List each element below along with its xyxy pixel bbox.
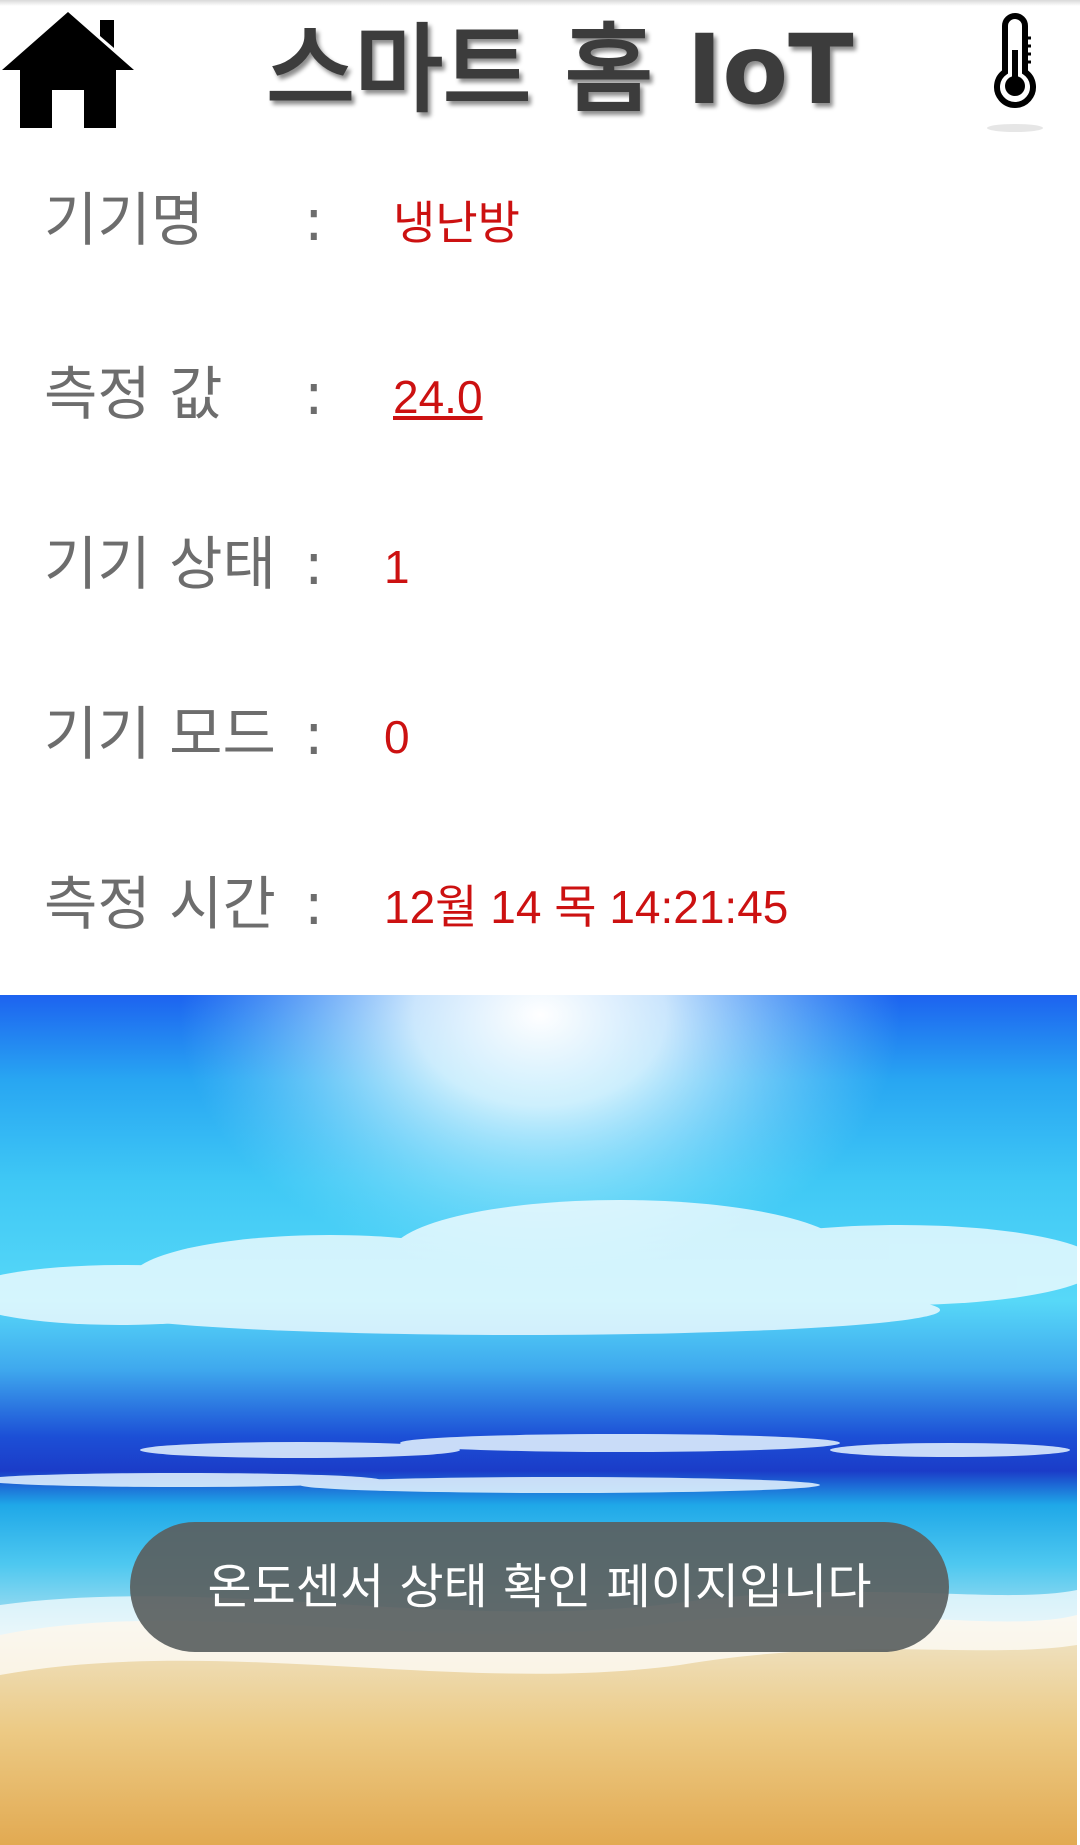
device-info: 기기명 : 냉난방 측정 값 : 24.0 기기 상태 : 1 기기 모드 : … (0, 140, 1080, 995)
device-mode-value: 0 (384, 711, 410, 763)
separator-colon: : (304, 530, 324, 598)
header: 스마트 홈 IoT (0, 0, 1080, 140)
info-row-measured-time: 측정 시간 : 12월 14 목 14:21:45 (0, 844, 1080, 964)
measured-value-label: 측정 값 (44, 360, 223, 428)
separator-colon: : (304, 186, 324, 254)
info-row-device-name: 기기명 : 냉난방 (0, 160, 1080, 280)
device-status-label: 기기 상태 (44, 530, 276, 598)
toast-message: 온도센서 상태 확인 페이지입니다 (130, 1522, 949, 1652)
device-name-label: 기기명 (44, 186, 205, 254)
info-row-measured-value: 측정 값 : 24.0 (0, 334, 1080, 454)
measured-value[interactable]: 24.0 (393, 371, 483, 423)
beach-image (0, 995, 1077, 1845)
measured-time-value: 12월 14 목 14:21:45 (384, 881, 789, 933)
info-row-device-status: 기기 상태 : 1 (0, 504, 1080, 624)
device-status-value: 1 (384, 541, 410, 593)
info-row-device-mode: 기기 모드 : 0 (0, 674, 1080, 794)
separator-colon: : (304, 360, 324, 428)
separator-colon: : (304, 870, 324, 938)
device-mode-label: 기기 모드 (44, 700, 276, 768)
app-title: 스마트 홈 IoT (266, 14, 854, 126)
thermometer-icon[interactable] (955, 10, 1075, 135)
device-name-value: 냉난방 (393, 197, 520, 249)
status-bar-shadow (0, 0, 1080, 6)
separator-colon: : (304, 700, 324, 768)
home-icon[interactable] (0, 8, 136, 132)
measured-time-label: 측정 시간 (44, 870, 276, 938)
beach-scenery (0, 995, 1077, 1845)
